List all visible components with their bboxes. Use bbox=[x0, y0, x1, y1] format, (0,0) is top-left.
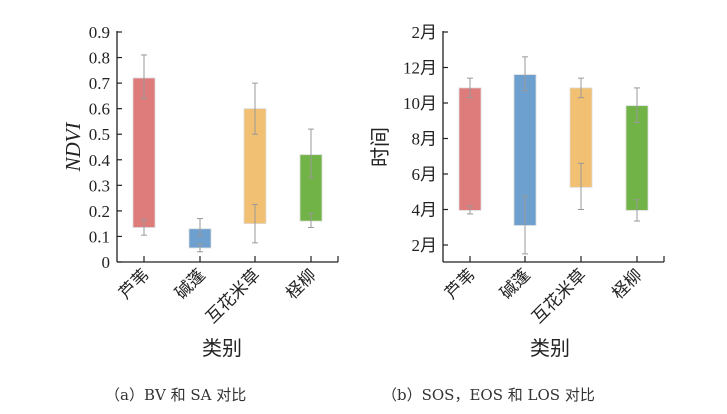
y-tick-label: 0.4 bbox=[89, 151, 111, 170]
y-tick-label: 6月 bbox=[412, 165, 438, 184]
x-axis-title: 类别 bbox=[530, 336, 570, 360]
x-tick-label: 芦苇 bbox=[115, 265, 153, 303]
x-tick-label: 互花米草 bbox=[528, 265, 590, 327]
y-tick-label: 0.6 bbox=[89, 100, 110, 119]
y-tick-label: 8月 bbox=[412, 130, 438, 149]
y-tick-label: 0.8 bbox=[89, 49, 110, 68]
x-tick-label: 柽柳 bbox=[608, 265, 646, 303]
y-tick-label: 0.3 bbox=[89, 176, 110, 195]
x-tick-label: 碱蓬 bbox=[171, 265, 209, 303]
y-tick-label: 0 bbox=[102, 253, 111, 272]
y-tick-label: 0.5 bbox=[89, 125, 110, 144]
y-tick-label: 0.1 bbox=[89, 227, 110, 246]
x-tick-label: 芦苇 bbox=[441, 265, 479, 303]
y-tick-label: 2月 bbox=[412, 23, 438, 42]
y-tick-label: 4月 bbox=[412, 201, 438, 220]
y-axis-title: 时间 bbox=[368, 127, 392, 167]
y-tick-label: 0.7 bbox=[89, 74, 111, 93]
x-tick-label: 互花米草 bbox=[202, 265, 264, 327]
x-tick-label: 碱蓬 bbox=[496, 265, 534, 303]
x-tick-label: 柽柳 bbox=[282, 265, 320, 303]
y-tick-label: 12月 bbox=[403, 59, 437, 78]
y-tick-label: 10月 bbox=[403, 94, 437, 113]
caption-b: （b）SOS，EOS 和 LOS 对比 bbox=[382, 386, 595, 404]
bar-1 bbox=[458, 87, 482, 211]
y-tick-label: 2月 bbox=[412, 236, 438, 255]
bar-1 bbox=[132, 77, 156, 228]
x-axis-title: 类别 bbox=[202, 336, 242, 360]
y-tick-label: 0.9 bbox=[89, 23, 110, 42]
y-tick-label: 0.2 bbox=[89, 202, 110, 221]
y-axis-title: NDVI bbox=[61, 122, 85, 173]
caption-a: （a）BV 和 SA 对比 bbox=[105, 386, 246, 404]
